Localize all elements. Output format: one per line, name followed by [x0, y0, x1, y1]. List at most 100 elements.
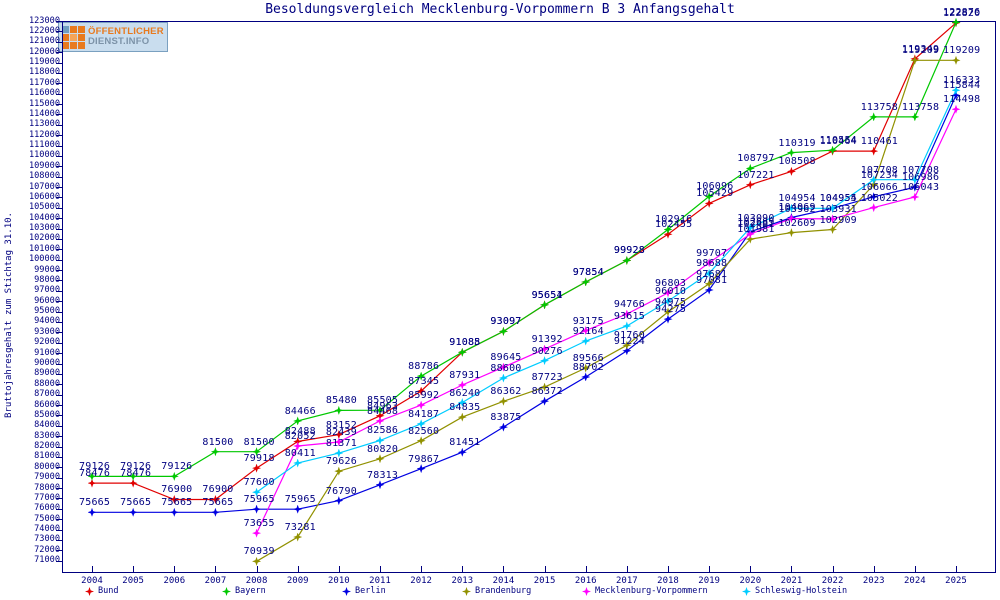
- data-point-brandenburg-2024: [910, 55, 920, 65]
- data-point-mecklenburg-vorpommern-2025: [951, 104, 961, 114]
- x-axis-tick: [668, 566, 669, 573]
- x-axis-tick-label: 2011: [369, 576, 391, 586]
- data-point-bund-2008: [252, 463, 262, 473]
- y-axis-tick-label: 82000: [34, 441, 60, 452]
- data-point-label: 75965: [243, 494, 275, 506]
- data-point-berlin-2007: [210, 507, 220, 517]
- y-axis-tick-label: 83000: [34, 430, 60, 441]
- data-point-schleswig-holstein-2012: [416, 419, 426, 429]
- plot-area: [62, 21, 996, 573]
- data-point-berlin-2012: [416, 464, 426, 474]
- data-point-label: 99928: [613, 245, 645, 257]
- data-point-brandenburg-2021: [786, 228, 796, 238]
- x-axis-tick: [585, 566, 587, 573]
- x-axis-tick-label: 2017: [616, 576, 638, 586]
- data-point-schleswig-holstein-2015: [540, 356, 550, 366]
- data-point-berlin-2008: [252, 504, 262, 514]
- data-point-label: 87723: [531, 372, 563, 384]
- y-axis-tick: [56, 104, 62, 106]
- data-point-label: 88786: [408, 361, 440, 373]
- data-point-bayern-2005: [128, 471, 138, 481]
- x-axis-tick: [914, 566, 916, 573]
- x-axis-tick-label: 2016: [574, 576, 597, 586]
- y-axis-tick: [56, 363, 62, 365]
- data-point-label: 75665: [202, 497, 234, 509]
- data-point-bayern-2023: [869, 112, 879, 122]
- y-axis-tick: [56, 301, 62, 303]
- data-point-schleswig-holstein-2008: [252, 487, 262, 497]
- data-point-label: 104955: [819, 193, 857, 205]
- y-axis-tick: [56, 436, 62, 438]
- data-point-label: 81500: [202, 436, 234, 448]
- data-point-label: 89645: [490, 352, 522, 364]
- y-axis-tick-label: 100000: [28, 254, 60, 265]
- data-point-schleswig-holstein-2010: [334, 448, 344, 458]
- data-point-label: 106043: [901, 181, 940, 193]
- legend-label: Mecklenburg-Vorpommern: [595, 586, 708, 596]
- data-point-label: 85480: [325, 395, 357, 407]
- data-point-berlin-2013: [457, 447, 467, 457]
- data-point-label: 103962: [778, 203, 816, 215]
- y-axis-tick: [56, 467, 62, 469]
- y-axis-tick-label: 101000: [28, 243, 60, 254]
- data-point-bund-2011: [375, 411, 385, 421]
- data-point-label: 99707: [696, 247, 728, 259]
- data-point-bayern-2022: [828, 145, 838, 155]
- y-axis-tick: [56, 114, 62, 116]
- data-point-label: 86372: [531, 386, 563, 398]
- y-axis-tick-label: 81000: [34, 451, 60, 462]
- data-point-bayern-2006: [169, 471, 179, 481]
- data-point-mecklenburg-vorpommern-2011: [375, 416, 385, 426]
- y-axis-tick: [56, 21, 62, 22]
- data-point-label: 91760: [613, 330, 645, 342]
- data-point-label: 106096: [696, 181, 734, 193]
- data-point-label: 93175: [572, 315, 604, 327]
- data-point-berlin-2014: [498, 422, 508, 432]
- data-point-label: 79918: [243, 453, 275, 465]
- legend-label: Brandenburg: [475, 586, 532, 596]
- data-point-label: 119349: [901, 43, 940, 55]
- data-point-label: 87931: [449, 369, 481, 381]
- x-axis-tick: [421, 566, 423, 573]
- data-point-schleswig-holstein-2011: [375, 435, 385, 445]
- x-axis-tick: [544, 566, 546, 573]
- y-axis-tick-label: 103000: [28, 223, 60, 234]
- data-point-berlin-2010: [334, 496, 344, 506]
- data-point-brandenburg-2014: [498, 396, 508, 406]
- y-axis-tick-label: 78000: [34, 482, 60, 493]
- legend-label: Bayern: [235, 586, 266, 596]
- data-point-bayern-2004: [87, 471, 97, 481]
- y-axis-tick-label: 115000: [28, 98, 60, 109]
- data-point-bund-2004: [87, 478, 97, 488]
- data-point-schleswig-holstein-2016: [581, 336, 591, 346]
- y-axis-tick: [56, 415, 62, 417]
- data-point-label: 77600: [243, 477, 275, 489]
- data-point-label: 104954: [819, 193, 857, 205]
- data-point-bayern-2014: [498, 326, 508, 336]
- data-point-bund-2012: [416, 386, 426, 396]
- y-axis-tick: [56, 550, 62, 552]
- x-axis-tick-label: 2023: [862, 576, 885, 586]
- data-point-mecklenburg-vorpommern-2021: [786, 214, 796, 224]
- x-axis-tick: [256, 566, 258, 573]
- data-point-label: 91085: [449, 337, 481, 349]
- x-axis-tick-label: 2008: [245, 576, 268, 586]
- data-point-bayern-2025: [951, 17, 961, 27]
- y-axis-tick: [56, 425, 62, 427]
- data-point-label: 76900: [161, 484, 193, 496]
- y-axis-tick: [56, 394, 62, 396]
- data-point-label: 80820: [367, 443, 399, 455]
- data-point-mecklenburg-vorpommern-2010: [334, 437, 344, 447]
- y-axis-tick: [56, 166, 62, 168]
- y-axis-tick: [56, 384, 62, 386]
- data-point-label: 75965: [284, 494, 316, 506]
- data-point-mecklenburg-vorpommern-2009: [293, 441, 303, 451]
- data-point-label: 106986: [901, 172, 940, 184]
- x-axis-tick-label: 2009: [286, 576, 309, 586]
- y-axis-tick-label: 121000: [28, 36, 60, 47]
- data-point-bayern-2011: [375, 405, 385, 415]
- y-axis-tick-label: 123000: [28, 15, 60, 26]
- y-axis-tick: [56, 560, 62, 562]
- data-point-label: 83152: [325, 419, 357, 431]
- x-axis-tick-label: 2014: [492, 576, 515, 586]
